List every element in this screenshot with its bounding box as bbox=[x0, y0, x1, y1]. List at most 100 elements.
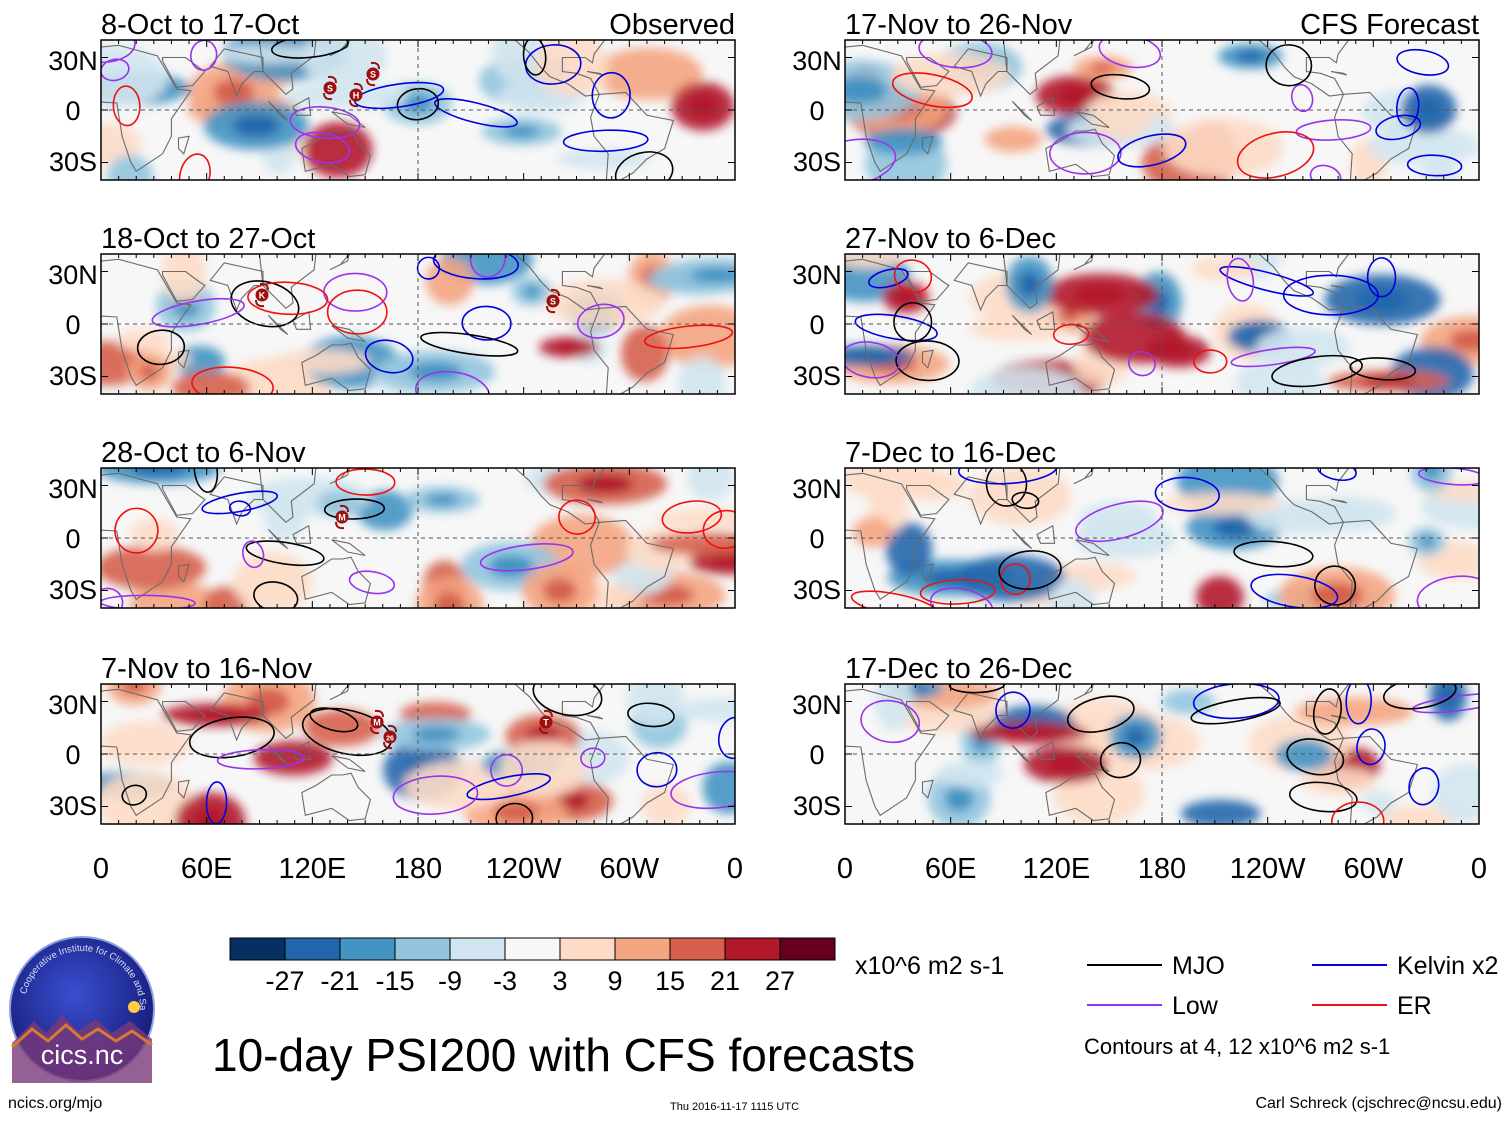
colorbar-tick: 21 bbox=[710, 966, 740, 996]
lon-label: 180 bbox=[394, 853, 442, 885]
colorbar-tick: 27 bbox=[765, 966, 795, 996]
colorbar-swatch bbox=[724, 937, 781, 961]
lat-label: 0 bbox=[809, 310, 824, 340]
legend-item: Kelvin x2 bbox=[1312, 952, 1498, 980]
storm-icon: M bbox=[335, 504, 349, 530]
logo-text: cics.nc bbox=[41, 1040, 124, 1070]
colorbar-swatch bbox=[559, 937, 616, 961]
lat-label: 0 bbox=[809, 96, 824, 126]
lon-label: 60E bbox=[925, 853, 977, 885]
storm-icon: M bbox=[370, 709, 384, 735]
svg-text:H: H bbox=[353, 91, 360, 101]
lat-label: 30S bbox=[49, 361, 97, 391]
coastlines bbox=[101, 468, 675, 608]
cics-logo: Cooperative Institute for Climate and Sa… bbox=[5, 927, 156, 1083]
figure-title: 10-day PSI200 with CFS forecasts bbox=[212, 1029, 916, 1081]
timestamp: Thu 2016-11-17 1115 UTC bbox=[670, 1101, 800, 1113]
lon-label: 180 bbox=[1138, 853, 1186, 885]
map-panel: 17-Nov to 26-Nov CFS Forecast bbox=[844, 9, 1480, 181]
panel-label: CFS Forecast bbox=[1300, 9, 1479, 41]
lon-label: 0 bbox=[727, 853, 743, 885]
legend-note: Contours at 4, 12 x10^6 m2 s-1 bbox=[1084, 1034, 1390, 1059]
storm-icon: H bbox=[349, 82, 363, 108]
source-url[interactable]: ncics.org/mjo bbox=[8, 1095, 103, 1112]
svg-text:T: T bbox=[543, 718, 549, 728]
svg-text:K: K bbox=[259, 291, 266, 301]
storm-icon: 26 bbox=[383, 724, 397, 750]
panel-date: 8-Oct to 17-Oct bbox=[101, 9, 299, 41]
colorbar-swatch bbox=[669, 937, 726, 961]
lat-label: 30N bbox=[48, 690, 98, 720]
map-panel: 27-Nov to 6-Dec bbox=[844, 223, 1480, 395]
lat-label: 30N bbox=[48, 474, 98, 504]
mountain-icon bbox=[12, 1015, 152, 1083]
legend-item: ER bbox=[1312, 992, 1432, 1020]
lon-label: 120E bbox=[278, 853, 346, 885]
lat-label: 0 bbox=[65, 96, 80, 126]
legend-label: MJO bbox=[1172, 952, 1225, 980]
svg-text:M: M bbox=[373, 718, 381, 728]
colorbar-tick: -3 bbox=[493, 966, 517, 996]
panel-label: Observed bbox=[609, 9, 735, 41]
panel-date: 28-Oct to 6-Nov bbox=[101, 437, 306, 469]
colorbar-tick: -27 bbox=[265, 966, 304, 996]
panel-date: 7-Nov to 16-Nov bbox=[101, 653, 313, 685]
lon-label: 0 bbox=[93, 853, 109, 885]
lat-label: 30N bbox=[792, 474, 842, 504]
panel-date: 27-Nov to 6-Dec bbox=[845, 223, 1056, 255]
panel-date: 17-Nov to 26-Nov bbox=[845, 9, 1073, 41]
lon-label: 0 bbox=[837, 853, 853, 885]
legend-label: Low bbox=[1172, 992, 1219, 1020]
coastlines bbox=[845, 468, 1419, 608]
colorbar-swatch bbox=[779, 937, 836, 961]
coastlines bbox=[845, 254, 1419, 394]
storm-icon: S bbox=[323, 75, 337, 101]
panel-date: 17-Dec to 26-Dec bbox=[845, 653, 1072, 685]
svg-text:26: 26 bbox=[386, 736, 394, 743]
colorbar-swatch bbox=[449, 937, 506, 961]
lon-label: 60E bbox=[181, 853, 233, 885]
legend-item: Low bbox=[1087, 992, 1219, 1020]
storm-icon: S bbox=[366, 61, 380, 87]
legend-label: ER bbox=[1397, 992, 1432, 1020]
coastlines bbox=[101, 254, 675, 394]
lat-label: 30S bbox=[793, 575, 841, 605]
sun-icon bbox=[128, 1001, 140, 1013]
colorbar-swatch bbox=[339, 937, 396, 961]
map-panel: 7-Nov to 16-Nov bbox=[100, 653, 736, 825]
lat-label: 30S bbox=[49, 147, 97, 177]
colorbar-swatch bbox=[614, 937, 671, 961]
lat-label: 0 bbox=[809, 740, 824, 770]
lon-label: 120W bbox=[1230, 853, 1306, 885]
svg-text:M: M bbox=[338, 513, 346, 523]
lat-label: 30N bbox=[792, 690, 842, 720]
colorbar-tick: 3 bbox=[552, 966, 567, 996]
colorbar-tick: 15 bbox=[655, 966, 685, 996]
colorbar-swatch bbox=[504, 937, 561, 961]
lat-label: 0 bbox=[65, 740, 80, 770]
colorbar-tick: -15 bbox=[375, 966, 414, 996]
lon-label: 0 bbox=[1471, 853, 1487, 885]
map-panel: 7-Dec to 16-Dec bbox=[844, 437, 1480, 609]
map-panel: 17-Dec to 26-Dec bbox=[844, 653, 1480, 825]
legend-item: MJO bbox=[1087, 952, 1225, 980]
colorbar-tick: -9 bbox=[438, 966, 462, 996]
lat-label: 30S bbox=[49, 575, 97, 605]
svg-text:S: S bbox=[327, 84, 333, 94]
colorbar-tick: 9 bbox=[607, 966, 622, 996]
svg-text:S: S bbox=[550, 297, 556, 307]
coastlines bbox=[845, 684, 1419, 824]
lat-label: 30N bbox=[48, 46, 98, 76]
colorbar-tick: -21 bbox=[320, 966, 359, 996]
author-credit: Carl Schreck (cjschrec@ncsu.edu) bbox=[1255, 1095, 1502, 1112]
svg-text:S: S bbox=[370, 70, 376, 80]
lat-label: 30N bbox=[48, 260, 98, 290]
lat-label: 0 bbox=[809, 524, 824, 554]
coastlines bbox=[845, 40, 1419, 180]
colorbar-units: x10^6 m2 s-1 bbox=[855, 952, 1004, 980]
lon-label: 120W bbox=[486, 853, 562, 885]
lat-label: 0 bbox=[65, 524, 80, 554]
storm-icon: T bbox=[539, 709, 553, 735]
storm-icon: S bbox=[546, 288, 560, 314]
map-panel: 8-Oct to 17-Oct Observed bbox=[100, 9, 736, 181]
